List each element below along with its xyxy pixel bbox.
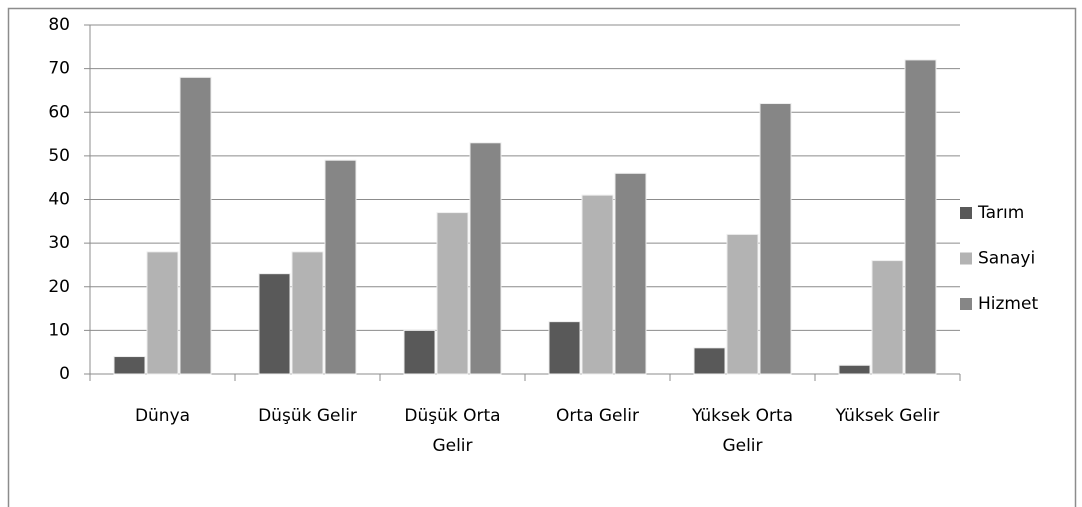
legend-label: Hizmet xyxy=(978,294,1038,314)
x-tick-label: Düşük Gelir xyxy=(258,406,357,426)
legend-label: Sanayi xyxy=(978,249,1035,269)
y-tick-label: 20 xyxy=(48,277,70,297)
x-tick-label: Dünya xyxy=(135,406,190,426)
bar xyxy=(146,251,179,375)
legend-label: Tarım xyxy=(977,203,1024,223)
bar xyxy=(614,172,647,375)
bar xyxy=(726,233,759,375)
bar xyxy=(113,356,146,375)
bar xyxy=(871,260,904,375)
bar xyxy=(581,194,614,375)
x-tick-label: Orta Gelir xyxy=(556,406,639,426)
y-tick-label: 70 xyxy=(48,59,70,79)
chart-frame xyxy=(7,7,1077,507)
bar xyxy=(759,103,792,375)
x-tick-label: Yüksek Gelir xyxy=(835,406,940,426)
bar xyxy=(324,159,357,375)
legend-swatch xyxy=(960,252,972,265)
y-tick-label: 30 xyxy=(48,233,70,253)
bar xyxy=(403,329,436,375)
bar xyxy=(436,212,469,375)
bar xyxy=(904,59,937,375)
bar xyxy=(179,76,212,375)
y-tick-label: 0 xyxy=(59,364,70,384)
legend-swatch xyxy=(960,207,972,219)
bar xyxy=(291,251,324,375)
y-tick-label: 40 xyxy=(48,190,70,210)
y-tick-label: 50 xyxy=(48,146,70,166)
y-tick-label: 60 xyxy=(48,102,70,122)
legend-swatch xyxy=(960,298,972,310)
bar xyxy=(693,347,726,375)
y-tick-label: 80 xyxy=(48,15,70,35)
bar xyxy=(469,142,502,375)
bar xyxy=(838,364,871,375)
bar xyxy=(548,321,581,375)
y-tick-label: 10 xyxy=(48,320,70,340)
bar xyxy=(258,273,291,375)
x-tick-label: Yüksek Orta Gelir xyxy=(691,406,793,456)
x-tick-label: Düşük Orta Gelir xyxy=(404,406,500,456)
